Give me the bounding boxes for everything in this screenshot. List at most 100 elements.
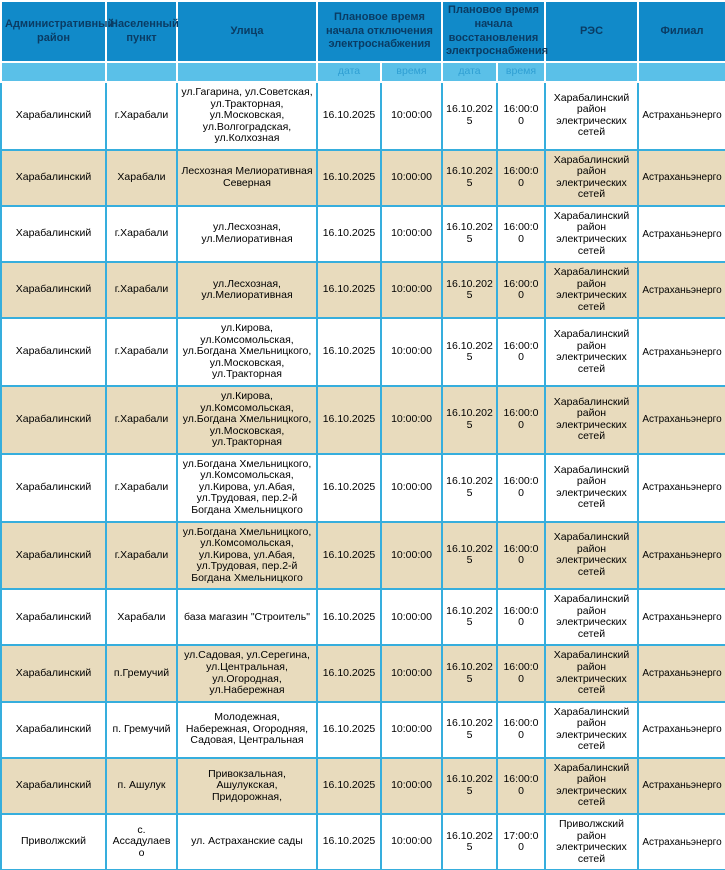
cell-outage-time: 10:00:00 — [380, 81, 443, 151]
cell-outage-date: 16.10.2025 — [316, 812, 382, 870]
subheader-empty-district — [0, 61, 107, 83]
cell-restore-time: 16:00:00 — [496, 644, 546, 703]
cell-outage-date: 16.10.2025 — [316, 261, 382, 320]
cell-settlement: г.Харабали — [105, 317, 178, 388]
cell-settlement: г.Харабали — [105, 261, 178, 320]
cell-district: Харабалинский — [0, 317, 107, 388]
cell-restore-time: 16:00:00 — [496, 385, 546, 455]
table-row: Харабалинский п.Гремучий ул.Садовая, ул.… — [0, 644, 725, 703]
table-header: Административный район Населенный пункт … — [0, 0, 725, 83]
cell-street: ул.Садовая, ул.Серегина, ул.Центральная,… — [176, 644, 318, 703]
cell-res: Харабалинский район электрических сетей — [544, 148, 639, 207]
cell-settlement: п. Гремучий — [105, 700, 178, 759]
cell-restore-time: 16:00:00 — [496, 261, 546, 320]
cell-outage-date: 16.10.2025 — [316, 204, 382, 264]
cell-res: Харабалинский район электрических сетей — [544, 261, 639, 320]
table-row: Харабалинский г.Харабали ул.Лесхозная, у… — [0, 261, 725, 320]
cell-district: Харабалинский — [0, 204, 107, 264]
cell-outage-date: 16.10.2025 — [316, 148, 382, 207]
cell-branch: Астраханьэнерго — [637, 317, 725, 388]
cell-restore-date: 16.10.2025 — [441, 588, 498, 647]
cell-res: Харабалинский район электрических сетей — [544, 81, 639, 151]
cell-district: Приволжский — [0, 812, 107, 870]
column-header-district: Административный район — [0, 0, 114, 63]
cell-branch: Астраханьэнерго — [637, 204, 725, 264]
table-row: Харабалинский п. Ашулук Привокзальная, А… — [0, 756, 725, 815]
cell-outage-time: 10:00:00 — [380, 317, 443, 388]
cell-restore-date: 16.10.2025 — [441, 520, 498, 591]
table-row: Харабалинский г.Харабали ул.Кирова, ул.К… — [0, 385, 725, 455]
cell-district: Харабалинский — [0, 700, 107, 759]
table-row: Приволжский с. Ассадулаево ул. Астраханс… — [0, 812, 725, 870]
cell-street: Лесхозная Мелиоративная Северная — [176, 148, 318, 207]
cell-settlement: г.Харабали — [105, 385, 178, 455]
subheader-empty-settlement — [105, 61, 178, 83]
cell-branch: Астраханьэнерго — [637, 700, 725, 759]
cell-restore-time: 16:00:00 — [496, 81, 546, 151]
table-row: Харабалинский Харабали Лесхозная Мелиора… — [0, 148, 725, 207]
cell-restore-time: 16:00:00 — [496, 588, 546, 647]
column-header-res: РЭС — [544, 0, 639, 63]
cell-district: Харабалинский — [0, 148, 107, 207]
cell-branch: Астраханьэнерго — [637, 644, 725, 703]
cell-street: ул. Астраханские сады — [176, 812, 318, 870]
column-header-settlement: Населенный пункт — [105, 0, 179, 63]
cell-district: Харабалинский — [0, 756, 107, 815]
cell-outage-date: 16.10.2025 — [316, 520, 382, 591]
cell-street: ул.Лесхозная, ул.Мелиоративная — [176, 204, 318, 264]
cell-branch: Астраханьэнерго — [637, 756, 725, 815]
cell-branch: Астраханьэнерго — [637, 261, 725, 320]
cell-outage-time: 10:00:00 — [380, 452, 443, 523]
cell-restore-time: 16:00:00 — [496, 700, 546, 759]
cell-restore-time: 16:00:00 — [496, 520, 546, 591]
cell-district: Харабалинский — [0, 81, 107, 151]
cell-district: Харабалинский — [0, 385, 107, 455]
cell-res: Приволжский район электрических сетей — [544, 812, 639, 870]
cell-branch: Астраханьэнерго — [637, 812, 725, 870]
cell-outage-time: 10:00:00 — [380, 520, 443, 591]
cell-settlement: Харабали — [105, 148, 178, 207]
cell-district: Харабалинский — [0, 452, 107, 523]
cell-outage-date: 16.10.2025 — [316, 756, 382, 815]
cell-outage-date: 16.10.2025 — [316, 588, 382, 647]
table-row: Харабалинский г.Харабали ул.Гагарина, ул… — [0, 81, 725, 151]
table-row: Харабалинский г.Харабали ул.Лесхозная, у… — [0, 204, 725, 264]
cell-outage-time: 10:00:00 — [380, 644, 443, 703]
cell-outage-time: 10:00:00 — [380, 261, 443, 320]
cell-settlement: г.Харабали — [105, 81, 178, 151]
cell-res: Харабалинский район электрических сетей — [544, 317, 639, 388]
cell-settlement: п.Гремучий — [105, 644, 178, 703]
cell-outage-time: 10:00:00 — [380, 812, 443, 870]
cell-settlement: г.Харабали — [105, 204, 178, 264]
cell-res: Харабалинский район электрических сетей — [544, 520, 639, 591]
cell-settlement: Харабали — [105, 588, 178, 647]
subheader-restore-time: время — [496, 61, 546, 83]
cell-outage-time: 10:00:00 — [380, 204, 443, 264]
cell-restore-date: 16.10.2025 — [441, 385, 498, 455]
cell-settlement: г.Харабали — [105, 452, 178, 523]
cell-res: Харабалинский район электрических сетей — [544, 588, 639, 647]
cell-street: ул.Богдана Хмельницкого, ул.Комсомольска… — [176, 520, 318, 591]
cell-district: Харабалинский — [0, 644, 107, 703]
cell-branch: Астраханьэнерго — [637, 385, 725, 455]
cell-outage-date: 16.10.2025 — [316, 644, 382, 703]
cell-branch: Астраханьэнерго — [637, 148, 725, 207]
table-row: Харабалинский п. Гремучий Молодежная, На… — [0, 700, 725, 759]
cell-restore-date: 16.10.2025 — [441, 756, 498, 815]
table-body: Харабалинский г.Харабали ул.Гагарина, ул… — [0, 81, 725, 870]
cell-street: ул.Богдана Хмельницкого, ул.Комсомольска… — [176, 452, 318, 523]
column-header-outage-time: Плановое время начала отключения электро… — [316, 0, 443, 63]
cell-restore-date: 16.10.2025 — [441, 204, 498, 264]
cell-outage-date: 16.10.2025 — [316, 700, 382, 759]
cell-restore-date: 16.10.2025 — [441, 452, 498, 523]
cell-district: Харабалинский — [0, 520, 107, 591]
table-row: Харабалинский г.Харабали ул.Богдана Хмел… — [0, 520, 725, 591]
cell-restore-date: 16.10.2025 — [441, 812, 498, 870]
cell-settlement: с. Ассадулаево — [105, 812, 178, 870]
cell-settlement: г.Харабали — [105, 520, 178, 591]
cell-district: Харабалинский — [0, 261, 107, 320]
cell-restore-date: 16.10.2025 — [441, 700, 498, 759]
cell-street: ул.Лесхозная, ул.Мелиоративная — [176, 261, 318, 320]
cell-res: Харабалинский район электрических сетей — [544, 204, 639, 264]
